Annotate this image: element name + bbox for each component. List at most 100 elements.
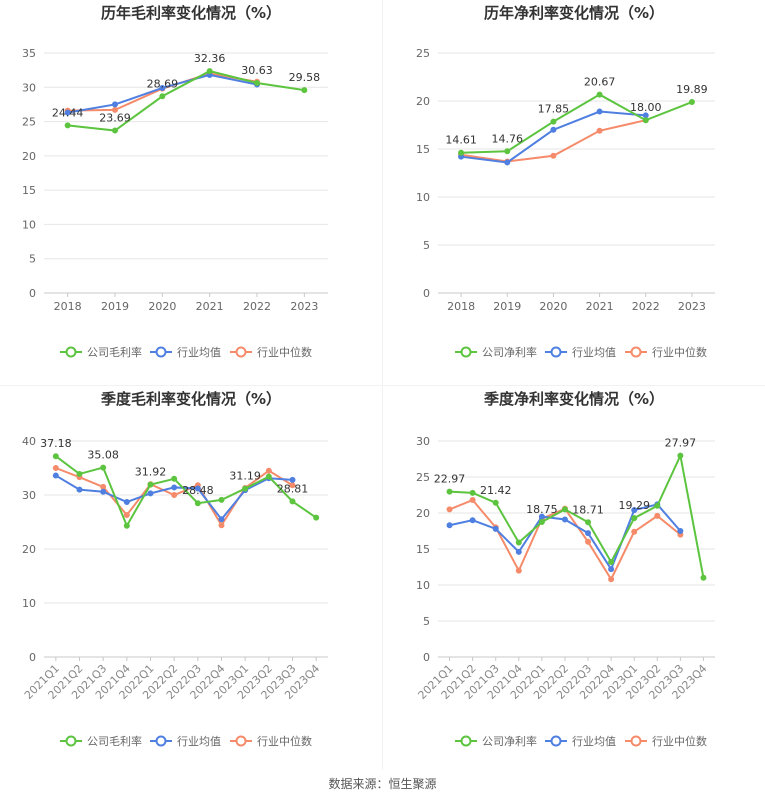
company-point — [289, 498, 296, 505]
chart-title: 季度毛利率变化情况（%） — [101, 390, 281, 408]
industry-average-point — [585, 530, 592, 537]
company-point — [538, 519, 545, 525]
quarterly-gross-margin-chart: 季度毛利率变化情况（%） 0 10 20 30 40 2021Q1 2021Q2 2021Q3 2… — [0, 386, 382, 771]
industry-median-point — [446, 506, 453, 513]
legend-item-industry-average[interactable]: 行业均值 — [545, 346, 616, 359]
y-tick-label: 35 — [22, 47, 36, 60]
industry-average-point — [446, 522, 453, 529]
industry-average-point — [100, 488, 107, 495]
company-point — [194, 500, 201, 507]
legend-marker — [630, 735, 642, 747]
data-label: 28.69 — [147, 77, 179, 90]
industry-median-point — [52, 465, 59, 471]
data-label: 19.29 — [618, 499, 650, 512]
legend-item-industry-median[interactable]: 行业中位数 — [625, 345, 707, 359]
y-tick-label: 15 — [416, 143, 430, 156]
data-label: 20.67 — [584, 76, 616, 89]
industry-average-point — [550, 126, 557, 133]
y-tick-label: 30 — [22, 81, 36, 94]
legend-label: 公司净利率 — [482, 734, 537, 748]
industry-average-point — [194, 485, 201, 492]
company-point — [446, 488, 453, 495]
data-label: 22.97 — [434, 473, 466, 486]
company-point — [52, 453, 59, 460]
industry-average-point — [147, 490, 154, 497]
y-tick-label: 20 — [416, 507, 430, 520]
legend-item-industry-median[interactable]: 行业中位数 — [230, 345, 312, 359]
data-label: 19.89 — [676, 83, 708, 96]
chart-title: 历年毛利率变化情况（%） — [101, 4, 281, 22]
y-tick-label: 15 — [22, 184, 36, 197]
data-label: 14.76 — [492, 132, 524, 145]
industry-average-point — [492, 525, 499, 532]
y-tick-label: 0 — [423, 287, 430, 300]
legend-label: 行业均值 — [177, 346, 221, 359]
data-label: 23.69 — [99, 112, 131, 125]
data-label: 28.81 — [277, 482, 309, 495]
company-point — [458, 149, 465, 156]
annual-net-margin-chart: 历年净利率变化情况（%） 0 5 10 15 20 25 2018 2019 2020 2021 20… — [383, 0, 765, 385]
x-tick-label: 2023 — [290, 300, 318, 313]
legend-label: 行业均值 — [177, 735, 221, 748]
y-tick-label: 15 — [416, 543, 430, 556]
y-tick-label: 5 — [423, 239, 430, 252]
company-point — [550, 118, 557, 125]
legend-marker — [460, 346, 472, 358]
data-label: 21.42 — [480, 484, 512, 497]
data-label: 18.00 — [630, 101, 662, 114]
y-tick-label: 0 — [29, 651, 36, 664]
industry-average-point — [52, 472, 59, 479]
y-tick-label: 40 — [22, 435, 36, 448]
company-point — [147, 481, 154, 488]
company-point — [76, 470, 83, 477]
chart-svg: 历年毛利率变化情况（%） 0 5 10 15 20 25 30 35 2018 2019 2020 20… — [22, 4, 328, 359]
industry-median-point — [123, 511, 130, 518]
legend-marker — [460, 735, 472, 747]
industry-median-point — [654, 512, 661, 519]
industry-median-point — [171, 492, 178, 498]
y-tick-label: 20 — [22, 543, 36, 556]
chart-svg: 季度毛利率变化情况（%）0102030402021Q12021Q22021Q32… — [22, 390, 328, 748]
company-point — [159, 93, 166, 100]
legend-label: 行业中位数 — [257, 345, 312, 359]
legend-marker — [550, 346, 562, 358]
legend-marker — [630, 346, 642, 358]
quarterly-net-margin-chart: 季度净利率变化情况（%） 0 5 10 15 20 25 30 2021Q1 2021Q2 2021… — [383, 386, 765, 771]
y-tick-label: 10 — [416, 579, 430, 592]
company-point — [123, 522, 130, 529]
x-tick-label: 2018 — [447, 300, 475, 313]
legend-item-industry-average[interactable]: 行业均值 — [150, 346, 221, 359]
legend-label: 行业中位数 — [257, 734, 312, 748]
company-point — [504, 148, 511, 155]
industry-average-point — [171, 484, 178, 491]
x-tick-label: 2021 — [586, 300, 614, 313]
x-tick-label: 2021 — [196, 300, 224, 313]
company-point — [585, 519, 592, 526]
company-point — [654, 502, 661, 509]
legend-item-company[interactable]: 公司毛利率 — [60, 734, 142, 748]
legend-item-company[interactable]: 公司净利率 — [455, 345, 537, 359]
legend-item-industry-median[interactable]: 行业中位数 — [230, 734, 312, 748]
legend-item-industry-average[interactable]: 行业均值 — [545, 735, 616, 748]
industry-average-point — [596, 108, 603, 115]
company-point — [112, 127, 118, 134]
x-tick-label: 2023 — [678, 300, 706, 313]
chart-title: 历年净利率变化情况（%） — [484, 4, 664, 22]
data-label: 29.58 — [289, 71, 321, 84]
legend-label: 行业中位数 — [652, 734, 707, 748]
company-point — [631, 515, 638, 522]
data-label: 17.85 — [538, 103, 570, 116]
y-tick-label: 5 — [29, 253, 36, 266]
company-line — [449, 452, 705, 578]
legend-item-company[interactable]: 公司净利率 — [455, 734, 537, 748]
legend-item-company[interactable]: 公司毛利率 — [60, 345, 142, 359]
company-point — [206, 68, 213, 75]
legend-item-industry-median[interactable]: 行业中位数 — [625, 734, 707, 748]
company-line — [67, 70, 305, 132]
company-point — [301, 87, 308, 94]
y-tick-label: 0 — [29, 287, 36, 300]
legend-item-industry-average[interactable]: 行业均值 — [150, 735, 221, 748]
company-point — [254, 79, 260, 86]
chart-title: 季度净利率变化情况（%） — [484, 390, 664, 408]
y-tick-label: 10 — [22, 218, 36, 231]
